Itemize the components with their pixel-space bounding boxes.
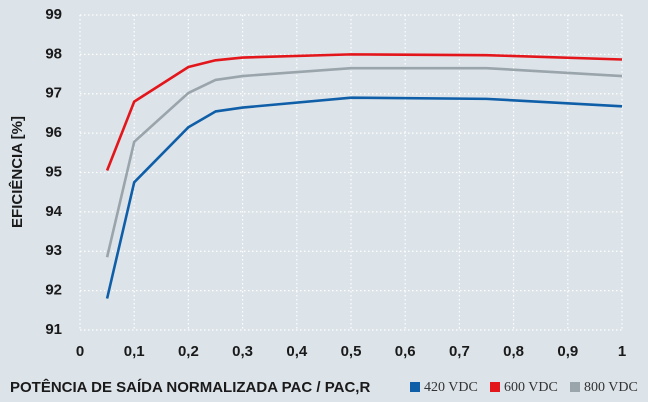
x-tick-label: 0,9	[557, 343, 578, 360]
series-line	[105, 66, 623, 258]
y-tick-label: 95	[45, 163, 62, 180]
y-tick-label: 92	[45, 282, 62, 299]
y-tick-label: 93	[45, 242, 62, 259]
x-tick-label: 0,5	[341, 343, 362, 360]
legend-label: 800 VDC	[584, 380, 638, 395]
x-tick-label: 0,7	[449, 343, 470, 360]
x-tick-label: 0,3	[232, 343, 253, 360]
y-tick-label: 94	[45, 203, 62, 220]
x-tick-label: 0,1	[124, 343, 145, 360]
x-tick-label: 0,6	[395, 343, 416, 360]
y-tick-label: 91	[45, 321, 62, 338]
legend-label: 600 VDC	[504, 380, 558, 395]
series-line	[105, 96, 623, 299]
y-axis-label: EFICIÊNCIA [%]	[8, 116, 26, 228]
x-axis-label: POTÊNCIA DE SAÍDA NORMALIZADA PAC / PAC,…	[10, 378, 370, 396]
legend-swatch	[570, 382, 580, 392]
y-tick-label: 98	[45, 45, 62, 62]
legend-swatch	[490, 382, 500, 392]
x-tick-label: 0,4	[286, 343, 308, 360]
x-tick-label: 0,2	[178, 343, 199, 360]
y-tick-label: 96	[45, 124, 62, 141]
y-tick-label: 97	[45, 85, 62, 102]
y-tick-label: 99	[45, 6, 62, 23]
x-tick-label: 1	[618, 343, 626, 360]
legend-label: 420 VDC	[424, 380, 478, 395]
x-tick-label: 0	[76, 343, 84, 360]
legend-swatch	[410, 382, 420, 392]
series-line	[105, 53, 623, 172]
x-tick-label: 0,8	[503, 343, 524, 360]
